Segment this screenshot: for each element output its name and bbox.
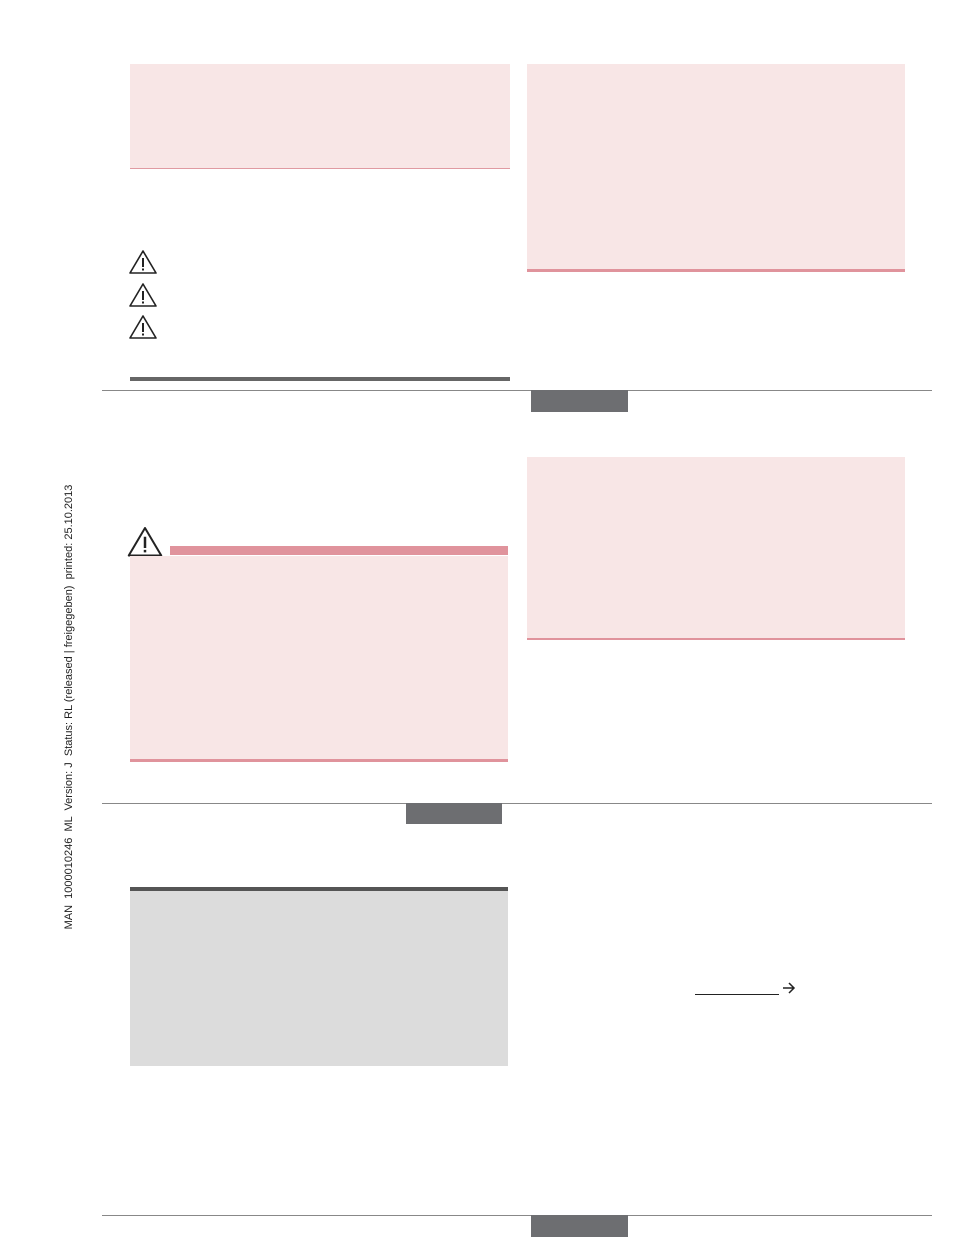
box-rule [527, 638, 905, 640]
warning-icon [129, 315, 157, 339]
tab [406, 803, 502, 824]
tab [531, 390, 628, 412]
tab [531, 1215, 628, 1237]
note-box [130, 64, 510, 168]
warning-icon [129, 283, 157, 307]
box-rule [527, 269, 905, 272]
note-box [527, 64, 905, 270]
warning-icon [129, 250, 157, 274]
side-note: MAN 1000010246 ML Version: J Status: RL … [63, 485, 75, 930]
section-rule [130, 377, 510, 381]
warning-box [130, 556, 508, 760]
box-rule [130, 887, 508, 891]
warning-header [170, 546, 508, 555]
box-rule [130, 759, 508, 762]
info-box [130, 888, 508, 1066]
arrow-icon [783, 982, 796, 994]
warning-icon [127, 527, 163, 557]
note-box [527, 457, 905, 639]
